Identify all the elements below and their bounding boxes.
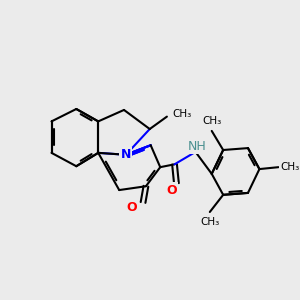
Text: CH₃: CH₃ — [200, 217, 219, 227]
Text: O: O — [167, 184, 177, 196]
Text: CH₃: CH₃ — [280, 162, 300, 172]
Text: CH₃: CH₃ — [202, 116, 221, 126]
Text: CH₃: CH₃ — [172, 109, 192, 119]
Text: NH: NH — [188, 140, 207, 153]
Text: O: O — [126, 201, 137, 214]
Text: N: N — [121, 148, 131, 161]
